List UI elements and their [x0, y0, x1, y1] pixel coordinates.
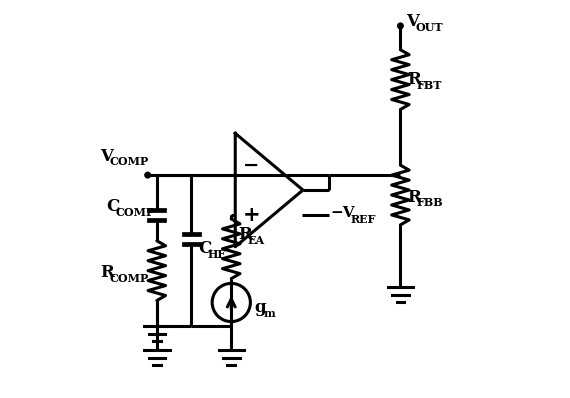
Text: −: −	[243, 156, 259, 175]
Text: C: C	[198, 240, 212, 257]
Text: R: R	[100, 264, 113, 281]
Text: HF: HF	[207, 249, 226, 260]
Text: −V: −V	[331, 206, 356, 220]
Text: V: V	[100, 148, 113, 164]
Text: FBB: FBB	[416, 197, 443, 209]
Circle shape	[398, 23, 403, 29]
Text: FBT: FBT	[416, 80, 442, 91]
Text: R: R	[408, 71, 421, 88]
Text: +: +	[242, 205, 260, 225]
Text: EA: EA	[247, 235, 264, 246]
Text: C: C	[106, 199, 119, 215]
Text: m: m	[263, 308, 275, 319]
Text: R: R	[238, 226, 252, 243]
Text: COMP: COMP	[115, 207, 154, 219]
Text: OUT: OUT	[416, 21, 443, 33]
Text: COMP: COMP	[109, 156, 148, 168]
Text: REF: REF	[351, 214, 376, 225]
Text: g: g	[254, 299, 266, 316]
Circle shape	[145, 172, 150, 178]
Text: COMP: COMP	[109, 273, 148, 284]
Text: R: R	[408, 189, 421, 205]
Text: V: V	[406, 13, 420, 29]
